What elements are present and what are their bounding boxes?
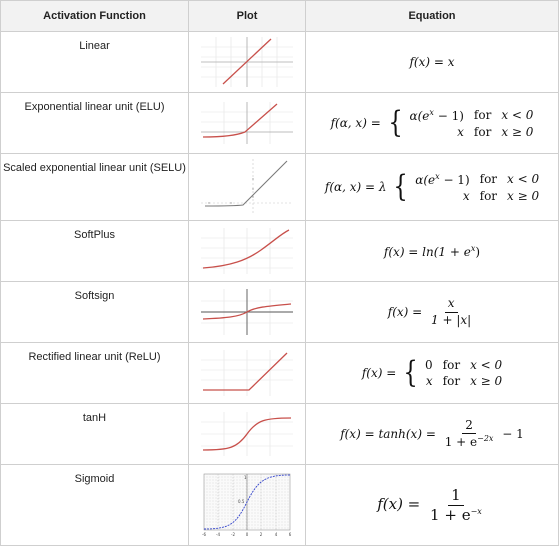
plot-cell	[188, 220, 306, 282]
plot-cell: 1 0.5 -6 -4 -2 0 2 4 6	[188, 464, 306, 546]
selu-equation: f(α, x) = λ { α(ex − 1) for x < 0 x for …	[324, 169, 540, 204]
row-sigmoid: Sigmoid 1 0.5 -6 -4 -2 0 2	[0, 464, 559, 546]
plot-cell	[188, 342, 306, 404]
equation-cell: f(α, x) = λ { α(ex − 1) for x < 0 x for …	[305, 153, 559, 221]
selu-plot	[201, 159, 293, 215]
function-name: tanH	[0, 403, 189, 465]
linear-equation: f(x) = x	[409, 55, 455, 69]
sigmoid-x-tick: -2	[231, 532, 235, 537]
sigmoid-y-tick: 1	[244, 475, 247, 480]
header-activation-function: Activation Function	[0, 0, 189, 32]
function-name: Rectified linear unit (ReLU)	[0, 342, 189, 404]
function-name: Exponential linear unit (ELU)	[0, 92, 189, 154]
sigmoid-x-tick: 0	[246, 532, 249, 537]
row-relu: Rectified linear unit (ReLU) f(x) = { 0 …	[0, 342, 559, 404]
row-selu: Scaled exponential linear unit (SELU) f(…	[0, 153, 559, 221]
elu-equation: f(α, x) = { α(ex − 1) for x < 0 x for x …	[330, 105, 534, 140]
header-equation: Equation	[305, 0, 559, 32]
softplus-curve	[202, 229, 290, 269]
sigmoid-x-tick: 2	[260, 532, 263, 537]
equation-cell: f(α, x) = { α(ex − 1) for x < 0 x for x …	[305, 92, 559, 154]
tanh-plot	[201, 412, 293, 456]
sigmoid-x-tick: -4	[216, 532, 220, 537]
relu-curve	[203, 352, 288, 391]
selu-curve	[204, 160, 288, 207]
function-name: Scaled exponential linear unit (SELU)	[0, 153, 189, 221]
plot-cell	[188, 153, 306, 221]
plot-cell	[188, 31, 306, 93]
softsign-curve	[202, 303, 292, 320]
row-linear: Linear f(x) = x	[0, 31, 559, 93]
sigmoid-y-tick: 0.5	[238, 499, 245, 504]
plot-cell	[188, 281, 306, 343]
plot-cell	[188, 403, 306, 465]
header-row: Activation Function Plot Equation	[0, 0, 559, 32]
plot-cell	[188, 92, 306, 154]
sigmoid-curve	[203, 474, 291, 530]
sigmoid-x-tick: 6	[289, 532, 292, 537]
sigmoid-plot: 1 0.5 -6 -4 -2 0 2 4 6	[202, 473, 292, 537]
equation-cell: f(x) = x	[305, 31, 559, 93]
softplus-plot	[201, 228, 293, 274]
equation-cell: f(x) = { 0 for x < 0 x for x ≥ 0	[305, 342, 559, 404]
softsign-plot	[201, 289, 293, 335]
tanh-curve	[202, 417, 292, 451]
linear-plot	[201, 37, 293, 87]
function-name: Linear	[0, 31, 189, 93]
softplus-equation: f(x) = ln(1 + ex)	[383, 243, 481, 259]
equation-cell: f(x) = ln(1 + ex)	[305, 220, 559, 282]
row-elu: Exponential linear unit (ELU) f(α, x) = …	[0, 92, 559, 154]
function-name: Sigmoid	[0, 464, 189, 546]
sigmoid-x-tick: -6	[202, 532, 206, 537]
sigmoid-x-tick: 4	[275, 532, 278, 537]
function-name: SoftPlus	[0, 220, 189, 282]
elu-plot	[201, 102, 293, 144]
relu-equation: f(x) = { 0 for x < 0 x for x ≥ 0	[361, 355, 503, 390]
row-softplus: SoftPlus f(x) = ln(1 + ex)	[0, 220, 559, 282]
elu-curve	[202, 103, 278, 138]
linear-curve	[222, 38, 272, 85]
relu-plot	[201, 350, 293, 396]
function-name: Softsign	[0, 281, 189, 343]
header-plot: Plot	[188, 0, 306, 32]
